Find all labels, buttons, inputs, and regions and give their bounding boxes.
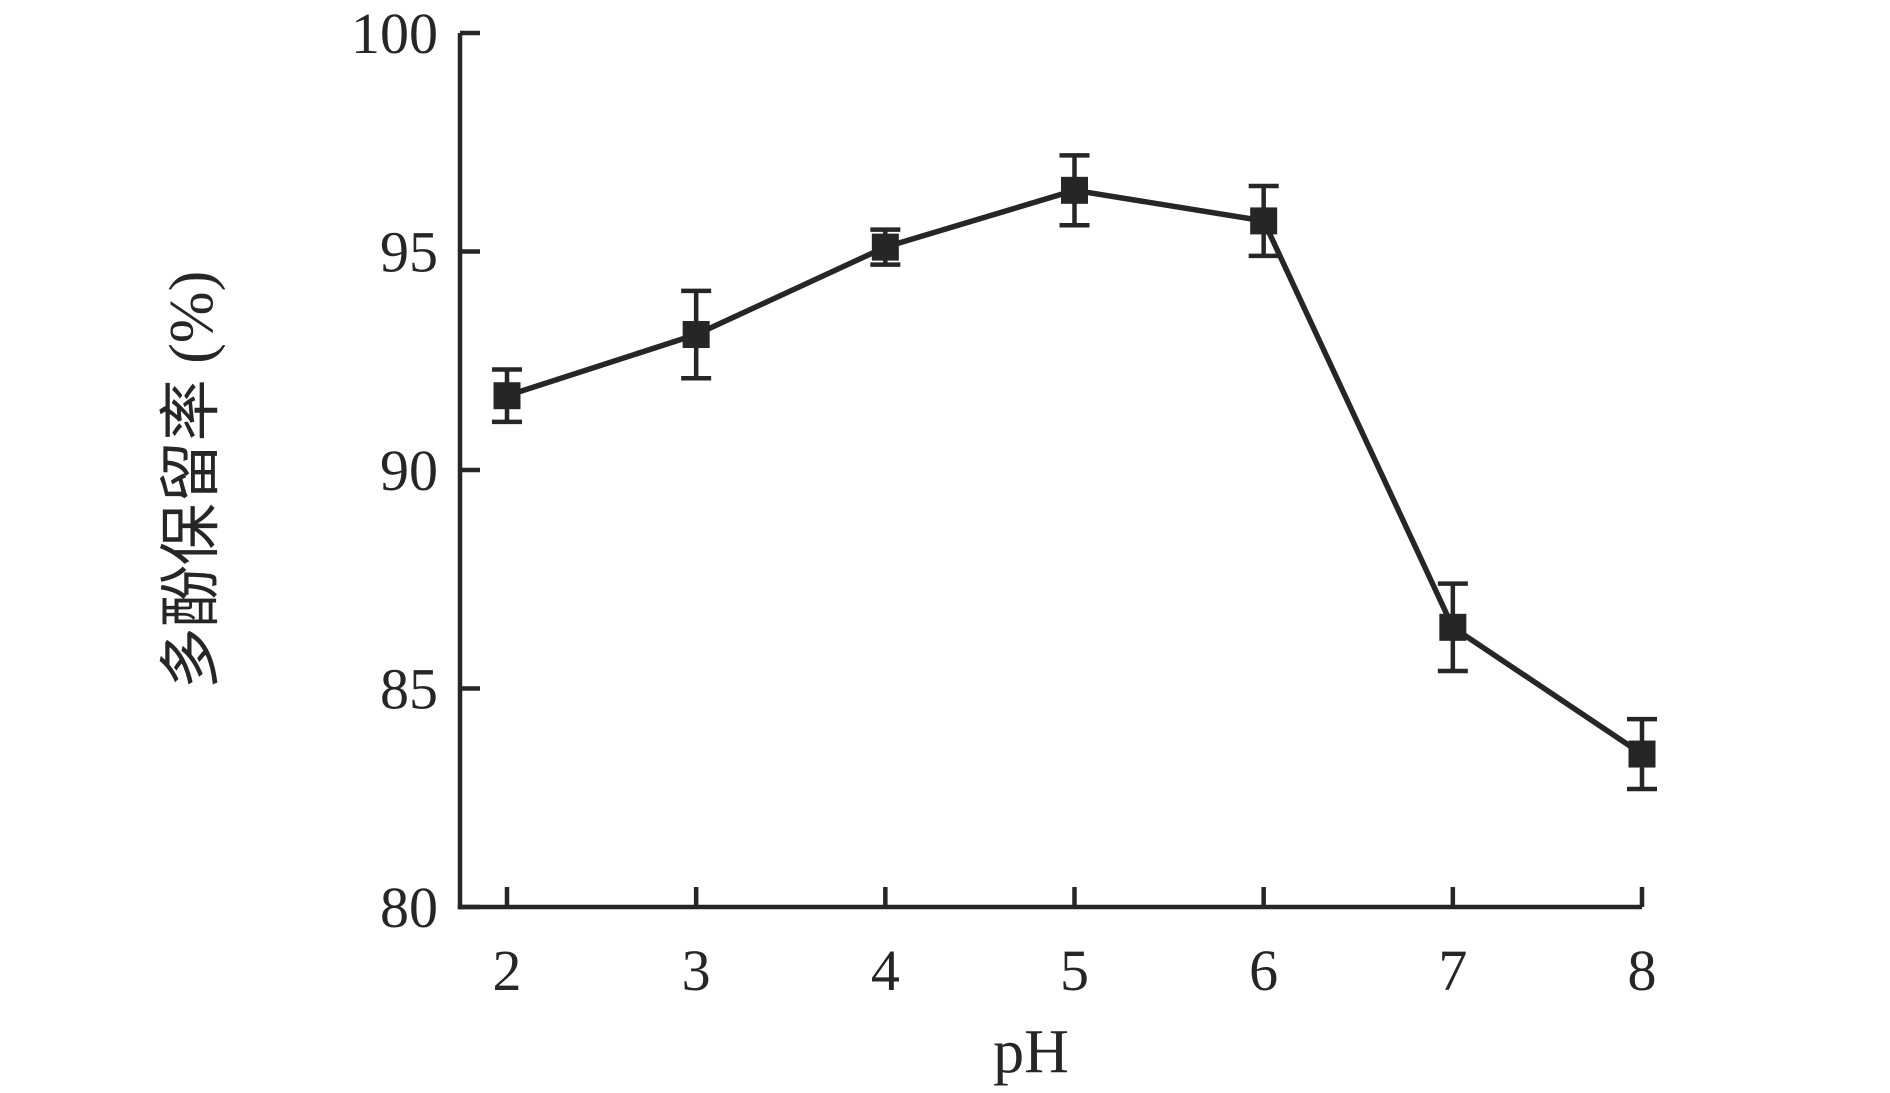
data-point-marker xyxy=(871,233,899,261)
y-tick-label: 100 xyxy=(351,1,438,66)
y-tick-label: 90 xyxy=(380,438,438,503)
x-tick-label: 8 xyxy=(1628,938,1657,1003)
x-tick-label: 5 xyxy=(1060,938,1089,1003)
data-point-marker xyxy=(493,382,521,410)
plot-area: 80 85 90 95 100 2 3 4 5 6 7 8 xyxy=(351,1,1658,1003)
data-point-marker xyxy=(1628,740,1656,768)
y-tick-label: 85 xyxy=(380,657,438,722)
x-tick-label: 6 xyxy=(1249,938,1278,1003)
data-point-marker xyxy=(1439,613,1467,641)
x-tick-label: 4 xyxy=(871,938,900,1003)
data-point-marker xyxy=(682,321,710,349)
x-tick-label: 7 xyxy=(1438,938,1467,1003)
y-tick-label: 80 xyxy=(380,875,438,940)
y-tick-label: 95 xyxy=(380,220,438,285)
x-tick-label: 2 xyxy=(493,938,522,1003)
x-axis-label: pH xyxy=(993,1018,1069,1086)
data-point-marker xyxy=(1250,207,1278,235)
data-point-marker xyxy=(1061,176,1089,204)
data-line xyxy=(506,187,1644,757)
x-tick-label: 3 xyxy=(682,938,711,1003)
y-axis-label: 多酚保留率 (%) xyxy=(158,271,226,689)
